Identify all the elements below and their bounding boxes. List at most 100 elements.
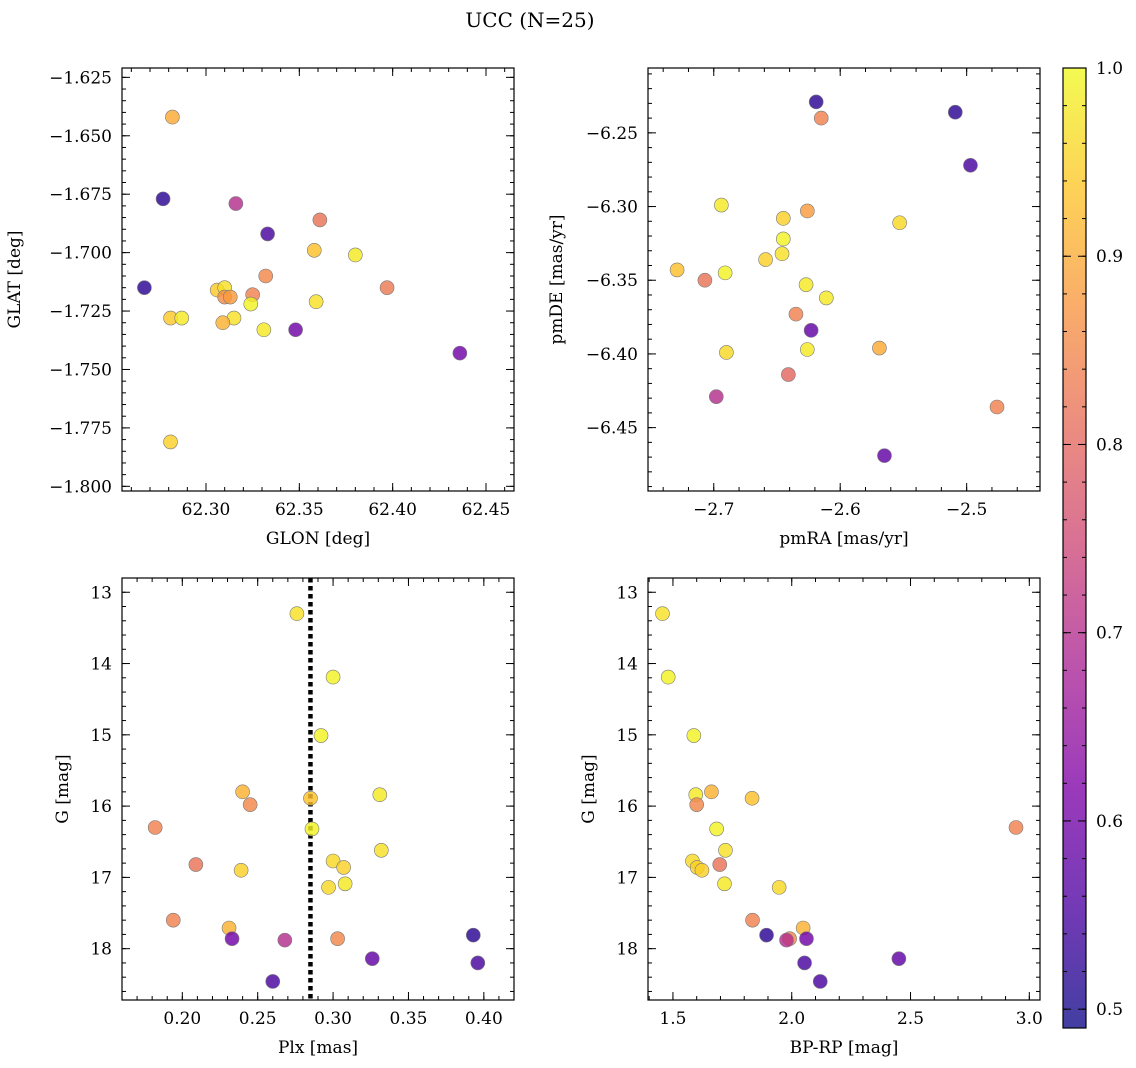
data-point bbox=[776, 231, 791, 247]
y-tick-label: −1.750 bbox=[49, 360, 112, 380]
data-point bbox=[892, 215, 907, 231]
data-point bbox=[708, 389, 724, 404]
data-point bbox=[669, 262, 685, 278]
y-tick-label: 14 bbox=[616, 655, 638, 675]
data-point bbox=[759, 927, 774, 943]
colorbar-tick-label: 0.8 bbox=[1096, 435, 1123, 455]
data-point bbox=[215, 315, 231, 331]
x-tick-label: −2.5 bbox=[946, 500, 987, 520]
data-point bbox=[452, 345, 468, 361]
data-point bbox=[379, 280, 395, 295]
x-tick-label: 0.25 bbox=[239, 1009, 277, 1029]
data-point bbox=[165, 109, 180, 125]
data-point bbox=[989, 399, 1005, 415]
axes-frame bbox=[647, 577, 1041, 1001]
data-point bbox=[325, 853, 341, 869]
data-point bbox=[717, 876, 732, 892]
y-tick-label: −6.45 bbox=[586, 419, 638, 439]
y-tick-label: 14 bbox=[90, 655, 112, 675]
colorbar-tick-label: 1.0 bbox=[1096, 59, 1123, 79]
axes-frame bbox=[121, 577, 515, 1001]
y-axis-label: G [mag] bbox=[53, 754, 73, 823]
x-tick-label: 2.5 bbox=[897, 1009, 924, 1029]
data-point bbox=[776, 211, 791, 226]
data-point bbox=[242, 797, 258, 812]
data-point bbox=[689, 797, 705, 812]
data-point bbox=[165, 912, 181, 928]
data-point bbox=[800, 203, 815, 219]
data-point bbox=[306, 242, 322, 258]
data-point bbox=[774, 246, 790, 262]
data-point bbox=[348, 247, 363, 263]
figure-title: UCC (N=25) bbox=[465, 8, 594, 32]
x-tick-label: 62.30 bbox=[182, 500, 231, 520]
data-point bbox=[719, 345, 734, 360]
x-tick-label: 3.0 bbox=[1016, 1009, 1043, 1029]
data-point bbox=[147, 820, 163, 835]
x-tick-label: 0.40 bbox=[465, 1009, 503, 1029]
data-point bbox=[188, 857, 204, 872]
x-tick-label: 0.20 bbox=[163, 1009, 201, 1029]
data-point bbox=[374, 843, 389, 858]
colorbar-gradient bbox=[1063, 68, 1086, 1028]
x-tick-label: 62.35 bbox=[275, 500, 324, 520]
data-point bbox=[233, 862, 249, 878]
data-point bbox=[258, 268, 274, 284]
data-point bbox=[303, 790, 318, 806]
data-point bbox=[812, 974, 828, 989]
data-point bbox=[224, 931, 240, 946]
data-point bbox=[718, 843, 733, 858]
data-point bbox=[325, 669, 341, 685]
data-point bbox=[745, 912, 760, 928]
y-tick-label: −1.800 bbox=[49, 477, 112, 497]
data-point bbox=[265, 974, 281, 989]
y-tick-label: −6.25 bbox=[586, 124, 638, 144]
x-tick-label: 2.0 bbox=[778, 1009, 805, 1029]
data-point bbox=[243, 296, 259, 312]
data-point bbox=[891, 951, 907, 966]
data-point bbox=[694, 862, 710, 878]
data-point bbox=[714, 197, 729, 213]
colorbar: 0.5 0.6 0.7 0.8 0.9 1.0 bbox=[1062, 59, 1123, 1029]
data-point bbox=[712, 857, 728, 872]
data-point bbox=[963, 157, 978, 173]
axes-frame bbox=[647, 67, 1041, 492]
y-tick-label: −1.625 bbox=[49, 68, 112, 88]
y-tick-label: 16 bbox=[616, 797, 638, 817]
data-point bbox=[797, 955, 812, 971]
colorbar-tick-label: 0.7 bbox=[1096, 624, 1123, 644]
data-point bbox=[799, 931, 814, 946]
y-tick-label: −1.725 bbox=[49, 302, 112, 322]
panel-color-magnitude: 1.5 2.0 2.5 3.0 13 14 15 16 17 18 BP-RP [mag] G [ma… bbox=[579, 577, 1043, 1058]
y-axis-label: GLAT [deg] bbox=[5, 230, 25, 328]
data-point bbox=[372, 787, 388, 803]
x-axis-label: Plx [mas] bbox=[278, 1038, 358, 1058]
data-point bbox=[779, 932, 794, 948]
data-point bbox=[321, 880, 336, 895]
data-point bbox=[163, 434, 178, 450]
data-point bbox=[308, 294, 324, 310]
y-tick-label: 15 bbox=[90, 726, 112, 746]
data-point bbox=[709, 821, 724, 837]
x-tick-label: 1.5 bbox=[659, 1009, 686, 1029]
data-point bbox=[1008, 820, 1024, 835]
data-point bbox=[155, 191, 171, 207]
data-point bbox=[312, 212, 328, 228]
y-tick-label: 17 bbox=[90, 868, 112, 888]
y-tick-label: −1.775 bbox=[49, 419, 112, 439]
y-tick-label: 13 bbox=[616, 583, 638, 603]
data-point bbox=[465, 927, 481, 943]
y-tick-label: −6.30 bbox=[586, 198, 638, 218]
panel-glon-glat: 62.30 62.35 62.40 62.45 −1.625 −1.650 −1.675 −1… bbox=[5, 67, 515, 549]
x-axis-label: BP-RP [mag] bbox=[790, 1038, 899, 1058]
data-point bbox=[808, 94, 824, 110]
data-point bbox=[947, 104, 963, 120]
data-point bbox=[235, 784, 250, 800]
data-point bbox=[222, 289, 238, 305]
data-point bbox=[697, 272, 713, 288]
data-point bbox=[818, 290, 834, 306]
data-point bbox=[337, 876, 353, 892]
data-point bbox=[704, 784, 719, 800]
data-point bbox=[803, 323, 819, 338]
data-point bbox=[781, 367, 796, 382]
